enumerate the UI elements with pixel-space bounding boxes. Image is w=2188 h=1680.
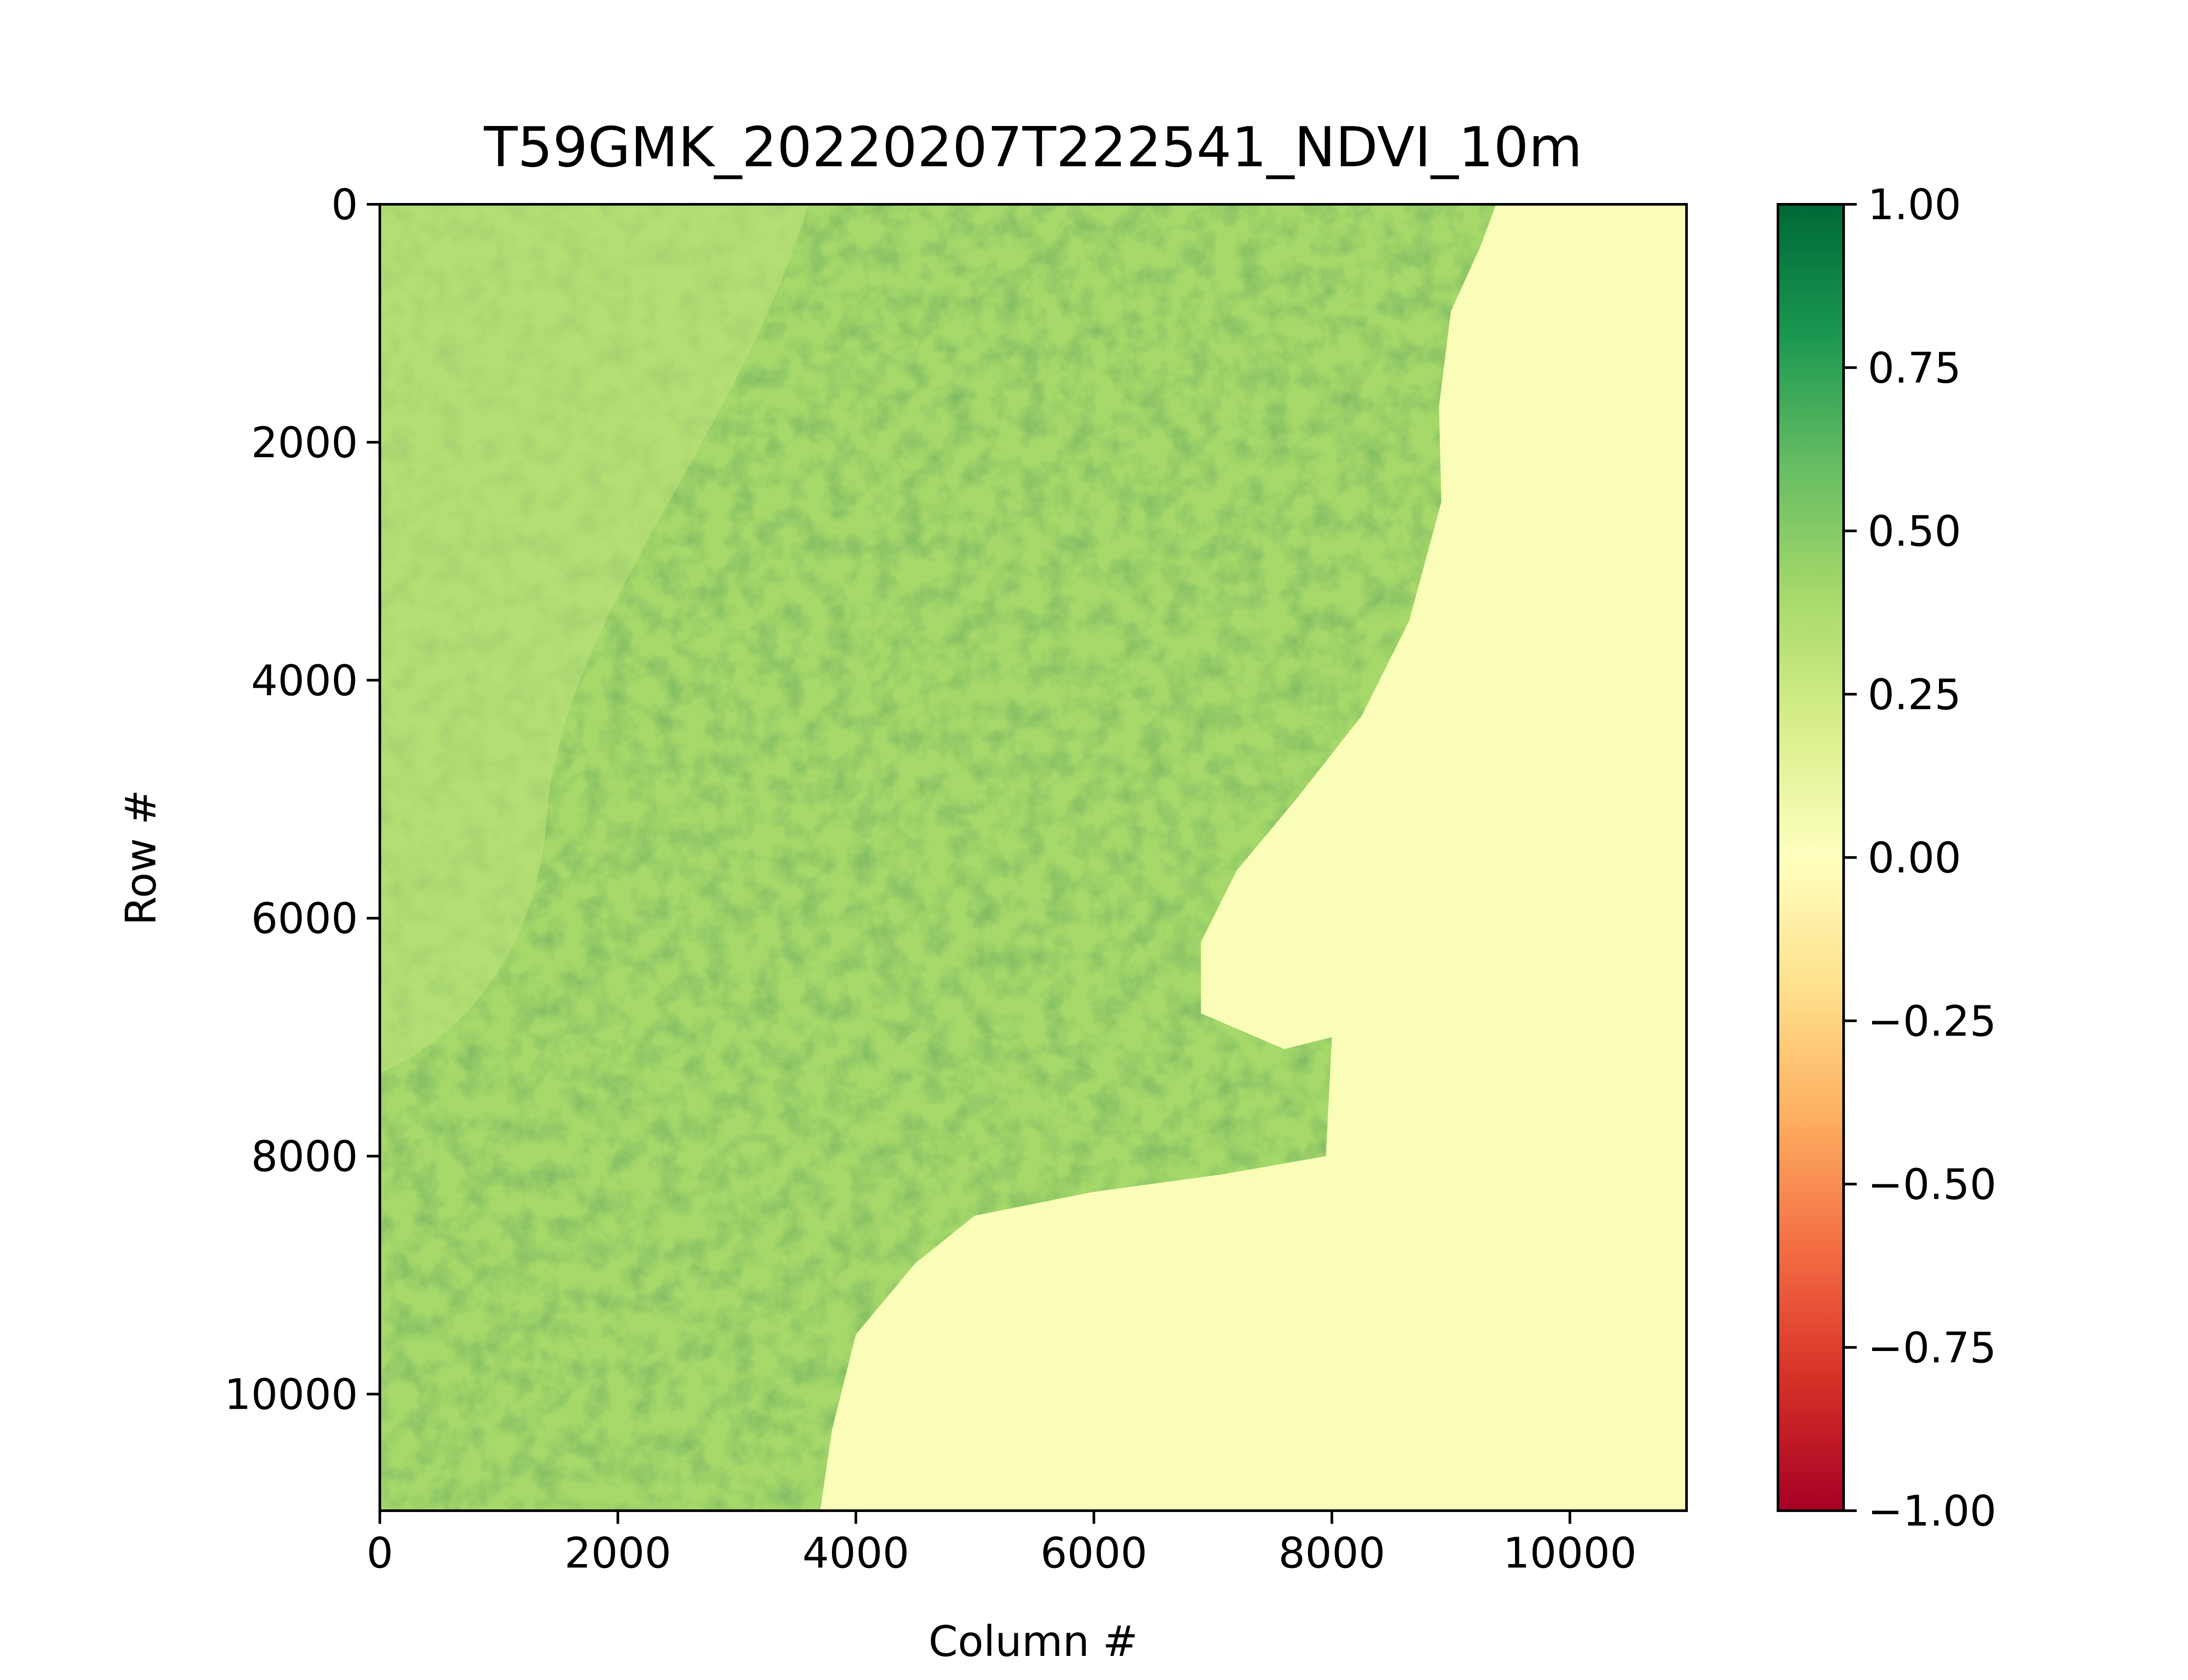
y-tick-label: 6000 — [251, 894, 358, 943]
colorbar-tick-label: 0.75 — [1868, 343, 1961, 392]
y-tick-label: 0 — [331, 180, 358, 229]
colorbar-tick-label: −0.25 — [1868, 997, 1996, 1046]
x-tick-label: 8000 — [1278, 1529, 1385, 1578]
x-axis-ticks: 0 2000 4000 6000 8000 10000 — [366, 1511, 1637, 1578]
y-tick-label: 8000 — [251, 1132, 358, 1181]
x-tick-label: 6000 — [1041, 1529, 1147, 1578]
colorbar-ticks: −1.00 −0.75 −0.50 −0.25 0.00 0.25 0.50 0.75 1.00 — [1844, 180, 1996, 1536]
ndvi-land-texture — [380, 204, 1496, 1511]
y-tick-label: 4000 — [251, 656, 358, 705]
y-axis-ticks: 0 2000 4000 6000 8000 10000 — [224, 180, 380, 1419]
ndvi-western-plateau — [380, 204, 809, 1073]
colorbar — [1777, 203, 1845, 1512]
colorbar-tick-label: −1.00 — [1868, 1487, 1996, 1536]
x-tick-label: 0 — [366, 1529, 393, 1578]
plot-area — [380, 204, 1687, 1511]
y-tick-label: 10000 — [224, 1370, 358, 1419]
x-tick-label: 2000 — [565, 1529, 671, 1578]
chart-title: T59GMK_20220207T222541_NDVI_10m — [484, 115, 1582, 179]
colorbar-tick-label: −0.75 — [1868, 1323, 1996, 1372]
colorbar-tick-label: 0.25 — [1868, 670, 1961, 719]
x-tick-label: 10000 — [1503, 1529, 1637, 1578]
x-axis-label: Column # — [929, 1617, 1138, 1666]
colorbar-tick-label: 1.00 — [1868, 180, 1961, 229]
y-axis-label: Row # — [116, 790, 165, 926]
y-tick-label: 2000 — [251, 418, 358, 467]
plot-frame — [379, 203, 1688, 1512]
x-tick-label: 4000 — [803, 1529, 909, 1578]
colorbar-tick-label: 0.50 — [1868, 507, 1961, 556]
colorbar-tick-label: −0.50 — [1868, 1160, 1996, 1209]
colorbar-tick-label: 0.00 — [1868, 833, 1961, 882]
